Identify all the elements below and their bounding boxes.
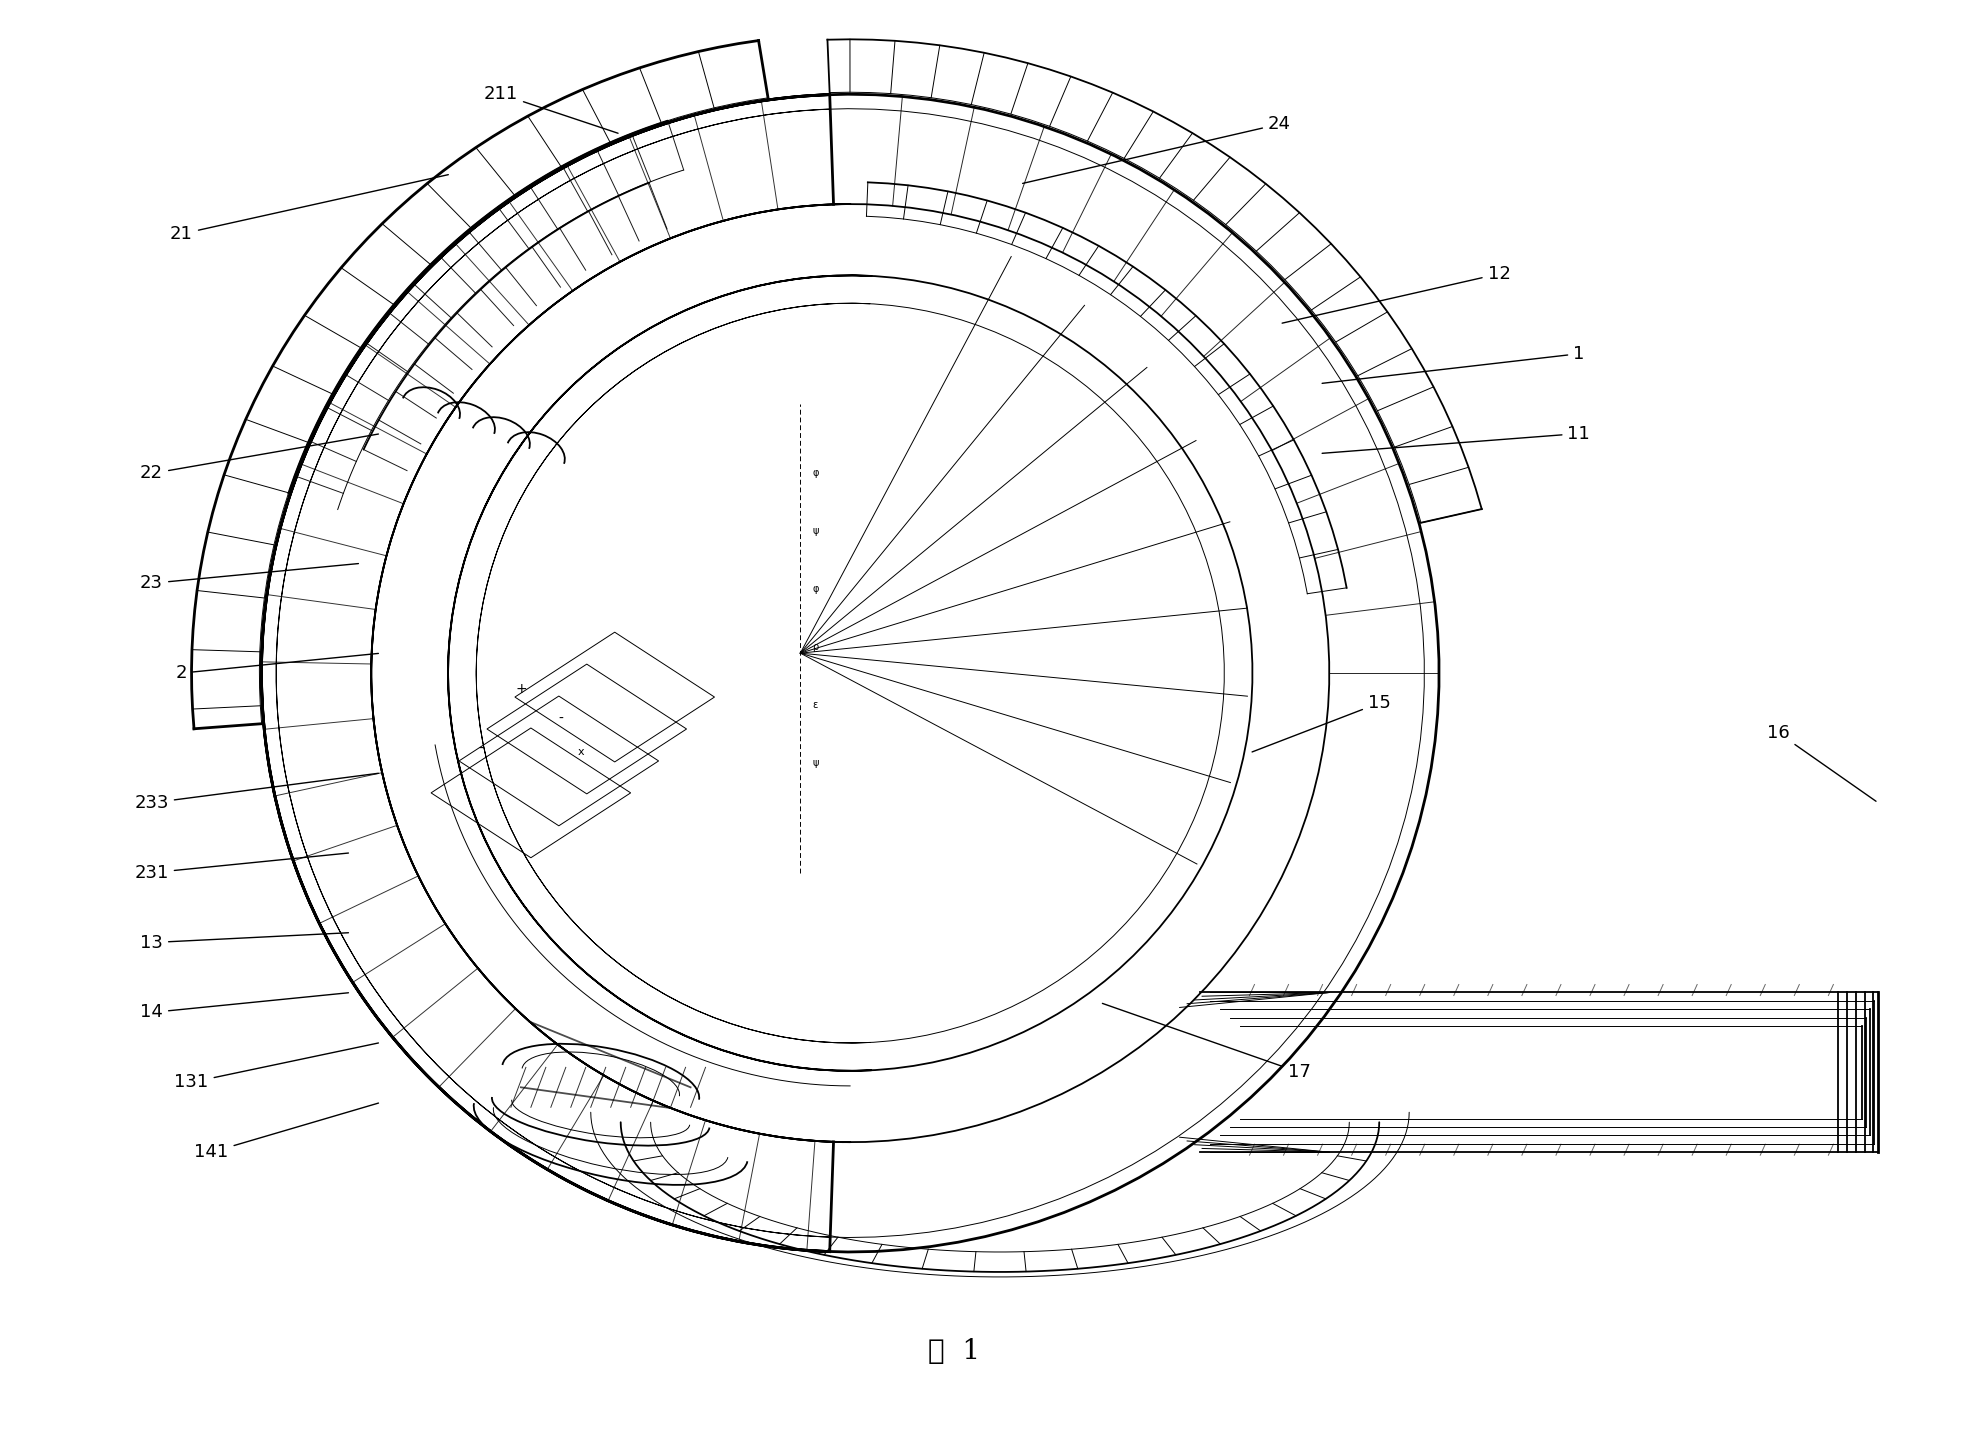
Text: +: + xyxy=(516,681,527,696)
Text: 131: 131 xyxy=(175,1043,378,1091)
Text: 12: 12 xyxy=(1281,264,1511,323)
Text: 24: 24 xyxy=(1023,115,1291,183)
Text: 15: 15 xyxy=(1252,695,1391,753)
Text: 231: 231 xyxy=(134,853,348,882)
Text: 211: 211 xyxy=(484,86,618,134)
Text: 1: 1 xyxy=(1322,344,1584,384)
Text: ε: ε xyxy=(813,700,817,711)
Text: ψ: ψ xyxy=(813,758,819,769)
Text: φ: φ xyxy=(813,468,819,478)
Text: 13: 13 xyxy=(140,933,348,952)
Text: 141: 141 xyxy=(195,1103,378,1161)
Text: 11: 11 xyxy=(1322,424,1590,453)
Text: ρ: ρ xyxy=(813,642,819,652)
Text: 233: 233 xyxy=(134,773,378,812)
Text: 16: 16 xyxy=(1767,724,1876,801)
Text: 2: 2 xyxy=(175,654,378,681)
Text: 14: 14 xyxy=(140,992,348,1021)
Text: 图  1: 图 1 xyxy=(929,1338,980,1366)
Text: 17: 17 xyxy=(1102,1004,1311,1081)
Text: 23: 23 xyxy=(140,564,358,593)
Text: -: - xyxy=(559,712,563,726)
Text: 22: 22 xyxy=(140,434,378,482)
Text: x: x xyxy=(577,747,584,757)
Text: 21: 21 xyxy=(169,174,449,243)
Text: -: - xyxy=(478,742,484,756)
Text: ψ: ψ xyxy=(813,526,819,536)
Text: φ: φ xyxy=(813,584,819,594)
